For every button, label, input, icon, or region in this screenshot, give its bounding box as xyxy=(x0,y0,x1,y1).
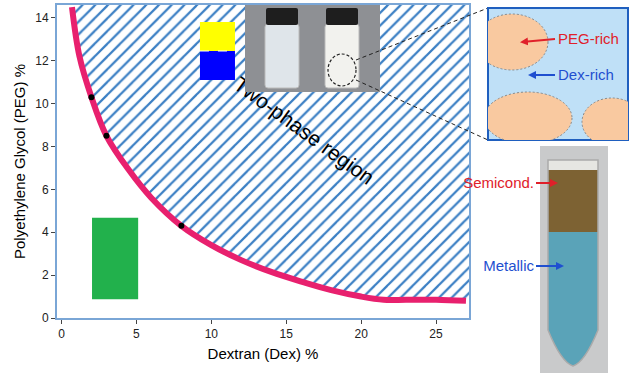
svg-text:6: 6 xyxy=(42,183,49,197)
svg-text:PEG-rich: PEG-rich xyxy=(558,30,619,47)
svg-text:14: 14 xyxy=(35,11,49,25)
svg-text:Dextran (Dex) %: Dextran (Dex) % xyxy=(208,345,319,362)
svg-text:8: 8 xyxy=(42,140,49,154)
svg-text:10: 10 xyxy=(205,327,219,341)
svg-text:10: 10 xyxy=(35,97,49,111)
svg-text:Metallic: Metallic xyxy=(483,257,534,274)
svg-text:15: 15 xyxy=(280,327,294,341)
svg-text:Two-phase region: Two-phase region xyxy=(230,72,379,189)
svg-text:0: 0 xyxy=(42,311,49,325)
svg-text:12: 12 xyxy=(35,54,49,68)
svg-text:0: 0 xyxy=(58,327,65,341)
svg-text:25: 25 xyxy=(429,327,443,341)
svg-text:Dex-rich: Dex-rich xyxy=(558,66,614,83)
svg-text:Polyethylene Glycol (PEG) %: Polyethylene Glycol (PEG) % xyxy=(11,64,28,259)
svg-text:20: 20 xyxy=(354,327,368,341)
svg-text:2: 2 xyxy=(42,268,49,282)
svg-text:Semicond.: Semicond. xyxy=(463,174,534,191)
svg-text:5: 5 xyxy=(133,327,140,341)
svg-text:4: 4 xyxy=(42,225,49,239)
